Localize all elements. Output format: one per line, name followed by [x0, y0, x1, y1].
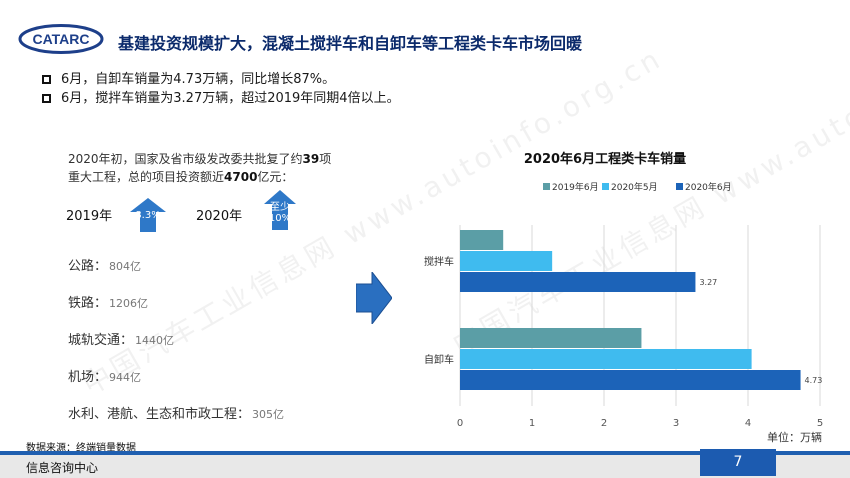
up-arrow-icon [262, 190, 298, 230]
truck-sales-chart: 2020年6月工程类卡车销量 2019年6月 2020年5月 2020年6月 0 1 2 3 4… [424, 151, 823, 444]
page-title: 基建投资规模扩大，混凝土搅拌车和自卸车等工程类卡车市场回暖 [118, 34, 583, 53]
x-tick-label: 4 [745, 418, 751, 429]
legend-swatch [543, 183, 550, 190]
up-arrow-icon [128, 198, 168, 232]
growth-2020-badge-line2: 10% [268, 213, 292, 224]
category-name: 铁路： [68, 296, 108, 311]
bar [460, 328, 642, 348]
data-source-note: 数据来源：终端销量数据 [26, 443, 136, 454]
category-name: 水利、港航、生态和市政工程： [68, 407, 251, 422]
category-value: 1206亿 [109, 297, 149, 310]
bullet-list: 6月，自卸车销量为4.73万辆，同比增长87%。 6月，搅拌车销量为3.27万辆… [42, 70, 400, 108]
bar [460, 272, 696, 292]
x-tick-label: 2 [601, 418, 607, 429]
year-2020-label: 2020年 [196, 209, 243, 224]
footer-label: 信息咨询中心 [26, 461, 99, 475]
legend-label: 2019年6月 [552, 181, 599, 193]
category-item: 机场： 944亿 [68, 366, 141, 385]
intro-text: 2020年初，国家及省市级发改委共批复了约39项 重大工程，总的项目投资额近47… [68, 150, 388, 186]
legend-label: 2020年6月 [685, 181, 732, 193]
bullet-text: 6月，搅拌车销量为3.27万辆，超过2019年同期4倍以上。 [61, 91, 400, 106]
bullet-text: 6月，自卸车销量为4.73万辆，同比增长87%。 [61, 72, 336, 87]
x-tick-label: 0 [457, 418, 463, 429]
category-item: 公路： 804亿 [68, 255, 141, 274]
bar [460, 370, 801, 390]
data-label: 4.73 [805, 376, 823, 385]
footer-divider [0, 451, 850, 455]
x-tick-label: 3 [673, 418, 679, 429]
growth-2020-badge-line1: 至少 [270, 202, 290, 213]
x-tick-label: 1 [529, 418, 535, 429]
intro-line2-post: 亿元： [257, 170, 294, 184]
chart-title: 2020年6月工程类卡车销量 [524, 151, 686, 167]
square-bullet-icon [42, 75, 51, 84]
category-value: 944亿 [109, 371, 142, 384]
category-value: 1440亿 [135, 334, 175, 347]
bar [460, 251, 553, 271]
legend-label: 2020年5月 [611, 181, 658, 193]
unit-label: 单位：万辆 [767, 430, 822, 444]
category-value: 305亿 [252, 408, 285, 421]
category-item: 水利、港航、生态和市政工程： 305亿 [68, 403, 284, 422]
category-name: 城轨交通： [68, 333, 134, 348]
growth-2020-badge: 至少 10% [262, 202, 298, 224]
category-label: 自卸车 [424, 353, 454, 366]
intro-line1-post: 项 [319, 152, 332, 166]
intro-project-count: 39 [302, 152, 320, 166]
intro-line1-pre: 2020年初，国家及省市级发改委共批复了约 [68, 152, 303, 166]
bar [460, 349, 752, 369]
legend-swatch [676, 183, 683, 190]
legend-swatch [602, 183, 609, 190]
catarc-logo: CATARC [18, 24, 104, 54]
bullet-item: 6月，自卸车销量为4.73万辆，同比增长87%。 [42, 70, 400, 89]
x-tick-label: 5 [817, 418, 823, 429]
category-value: 804亿 [109, 260, 142, 273]
intro-investment-amount: 4700 [224, 170, 258, 184]
footer-background [0, 455, 850, 478]
square-bullet-icon [42, 94, 51, 103]
category-label: 搅拌车 [424, 255, 454, 268]
category-name: 机场： [68, 370, 108, 385]
logo-text: CATARC [32, 31, 89, 47]
page-number: 7 [700, 449, 776, 476]
right-arrow-icon [355, 270, 393, 328]
data-label: 3.27 [699, 278, 717, 287]
category-name: 公路： [68, 259, 108, 274]
category-item: 铁路： 1206亿 [68, 292, 148, 311]
category-item: 城轨交通： 1440亿 [68, 329, 174, 348]
year-2019-label: 2019年 [66, 209, 113, 224]
intro-line2-pre: 重大工程，总的项目投资额近 [68, 170, 225, 184]
bar [460, 230, 504, 250]
bullet-item: 6月，搅拌车销量为3.27万辆，超过2019年同期4倍以上。 [42, 89, 400, 108]
growth-2019-badge: 8.3% [135, 210, 161, 221]
